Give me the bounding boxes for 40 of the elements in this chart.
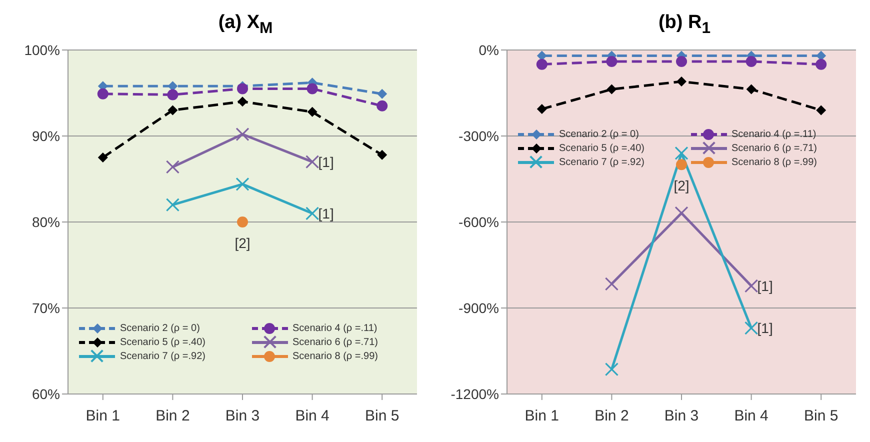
y-tick-label: -900%	[458, 300, 499, 316]
y-tick-label: -600%	[458, 214, 499, 230]
y-tick-label: -300%	[458, 128, 499, 144]
legend-label: Scenario 4 (ρ =.11)	[292, 322, 378, 334]
x-tick-label: Bin 3	[664, 408, 699, 425]
y-tick-label: -1200%	[450, 386, 499, 402]
legend-label: Scenario 7 (ρ =.92)	[120, 350, 206, 362]
x-tick-label: Bin 4	[734, 408, 768, 425]
annotation: [1]	[318, 205, 334, 222]
x-tick-label: Bin 1	[524, 408, 559, 425]
legend-label: Scenario 5 (ρ =.40)	[559, 142, 644, 154]
x-tick-label: Bin 3	[225, 408, 260, 425]
legend-label: Scenario 6 (ρ =.71)	[292, 336, 378, 348]
y-tick-label: 60%	[32, 386, 60, 402]
legend-label: Scenario 5 (ρ =.40)	[120, 336, 206, 348]
legend-label: Scenario 7 (ρ =.92)	[559, 156, 644, 168]
annotation: [1]	[757, 320, 773, 336]
legend-label: Scenario 2 (ρ = 0)	[120, 322, 200, 334]
annotation: [1]	[318, 154, 334, 170]
x-tick-label: Bin 4	[295, 408, 330, 425]
y-tick-label: 90%	[32, 128, 60, 144]
y-tick-label: 80%	[32, 214, 60, 230]
y-tick-label: 100%	[24, 42, 60, 58]
legend-label: Scenario 4 (ρ =.11)	[732, 128, 816, 140]
x-tick-label: Bin 5	[804, 408, 838, 425]
y-tick-label: 0%	[478, 42, 499, 58]
x-tick-label: Bin 5	[365, 408, 400, 425]
legend-label: Scenario 8 (ρ =.99)	[292, 350, 378, 362]
legend-label: Scenario 2 (ρ = 0)	[559, 128, 639, 140]
x-tick-label: Bin 1	[86, 408, 120, 425]
chart-title: (b) R$_{1}$	[657, 11, 712, 39]
legend-label: Scenario 6 (ρ =.71)	[732, 142, 817, 154]
x-tick-label: Bin 2	[156, 408, 190, 425]
chart-title: (a) X$_{M}$	[217, 11, 274, 39]
legend-label: Scenario 8 (ρ =.99)	[732, 156, 817, 168]
annotation: [2]	[674, 178, 690, 194]
x-tick-label: Bin 2	[594, 408, 629, 425]
annotation: [1]	[757, 278, 773, 294]
annotation: [2]	[234, 234, 250, 251]
y-tick-label: 70%	[32, 300, 60, 316]
